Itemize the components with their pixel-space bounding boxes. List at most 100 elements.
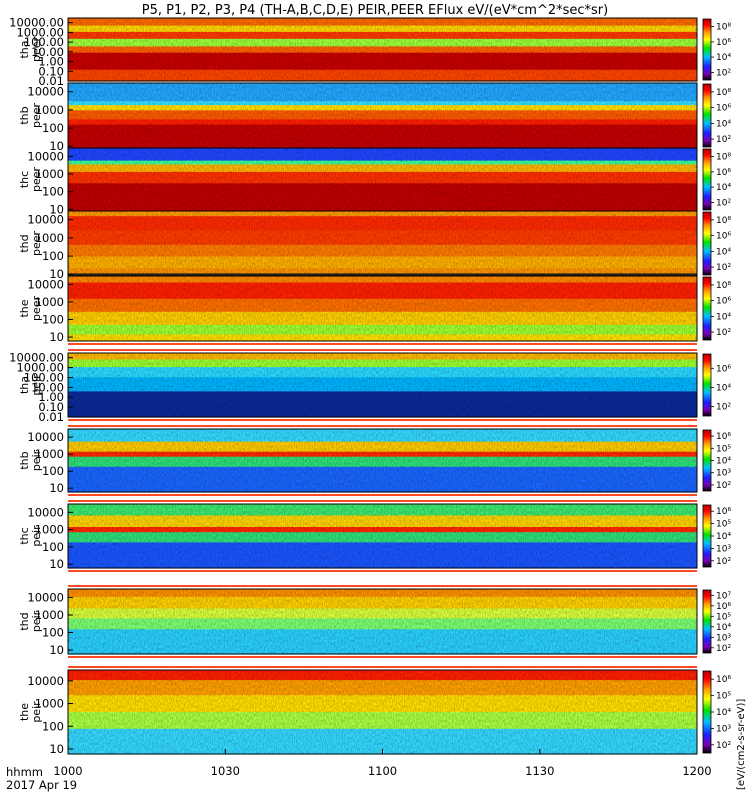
colorbar-tick-label: 10⁶ bbox=[716, 602, 731, 612]
panel-species-label: peer bbox=[30, 231, 43, 257]
y-tick-label: 1.00 bbox=[38, 55, 64, 69]
y-tick-label: 10 bbox=[49, 202, 64, 216]
spectrogram-noise bbox=[68, 589, 697, 654]
y-tick-label: 10000 bbox=[27, 505, 64, 519]
x-tick-label: 1100 bbox=[368, 764, 397, 778]
colorbar-gradient bbox=[702, 18, 712, 81]
colorbar-tick-label: 10³ bbox=[716, 633, 731, 643]
colorbar-tick-label: 10² bbox=[716, 403, 731, 413]
panel-species-label: peer bbox=[30, 167, 43, 193]
y-tick-label: 10000 bbox=[27, 149, 64, 163]
y-tick-label: 100 bbox=[42, 626, 64, 640]
panel-species-label: peir bbox=[30, 449, 43, 471]
y-tick-label: 10 bbox=[49, 481, 64, 495]
panel-frame bbox=[67, 588, 698, 655]
panel-species-label: peer bbox=[30, 296, 43, 322]
colorbar-tick-label: 10⁶ bbox=[716, 168, 731, 178]
y-tick-label: 10 bbox=[49, 330, 64, 344]
y-tick-label: 1000 bbox=[35, 523, 64, 537]
colorbar-thc-peir: 10⁶ 10⁵ 10⁴ 10³ 10² bbox=[702, 504, 731, 568]
panel-separator-gap bbox=[68, 421, 697, 425]
colorbar-tick-label: 10⁸ bbox=[716, 216, 731, 226]
panel-probe-label: thd bbox=[18, 234, 31, 252]
colorbar-thd-peer: 10⁸ 10⁶ 10⁴ 10² bbox=[702, 211, 731, 276]
colorbar-the-peir: 10⁶ 10⁵ 10⁴ 10³ 10² bbox=[702, 670, 731, 754]
y-tick-label: 10000.00 bbox=[9, 351, 64, 365]
y-tick-label: 10 bbox=[49, 643, 64, 657]
colorbar-tick-label: 10⁷ bbox=[716, 591, 731, 601]
spectrogram-noise bbox=[68, 670, 697, 754]
y-tick-label: 1000 bbox=[35, 447, 64, 461]
spectrogram-noise bbox=[68, 211, 697, 276]
colorbar-tha-peer: 10⁸ 10⁶ 10⁴ 10² bbox=[702, 18, 731, 81]
y-tick-label: 10000 bbox=[27, 674, 64, 688]
y-tick-label: 10000 bbox=[27, 277, 64, 291]
colorbar-units-label: [eV/(cm2-s-sr-eV)] bbox=[736, 699, 747, 790]
panel-thd-peer: 10000 1000 100 10 thd peer bbox=[18, 210, 698, 281]
colorbar-tick-label: 10⁶ bbox=[716, 507, 731, 517]
colorbar-thc-peer: 10⁸ 10⁶ 10⁴ 10² bbox=[702, 148, 731, 211]
y-tick-label: 0.01 bbox=[38, 74, 64, 88]
colorbar-tick-label: 10² bbox=[716, 198, 731, 208]
y-tick-label: 10000 bbox=[27, 590, 64, 604]
spectrogram-image bbox=[68, 670, 697, 755]
panel-species-label: peir bbox=[30, 374, 43, 396]
panel-frame bbox=[67, 275, 698, 342]
spectrogram-noise bbox=[68, 353, 697, 417]
colorbar-tick-label: 10² bbox=[716, 135, 731, 145]
figure-title: P5, P1, P2, P3, P4 (TH-A,B,C,D,E) PEIR,P… bbox=[142, 3, 608, 18]
colorbar-tick-label: 10² bbox=[716, 481, 731, 491]
y-tick-label: 10000 bbox=[27, 430, 64, 444]
panel-frame bbox=[67, 352, 698, 418]
spectrogram-image bbox=[68, 18, 697, 82]
panel-probe-label: the bbox=[18, 299, 31, 317]
colorbar-tick-label: 10⁵ bbox=[716, 692, 731, 702]
panel-thd-peir: 10000 1000 100 10 thd peir bbox=[18, 588, 698, 657]
y-tick-label: 100 bbox=[42, 121, 64, 135]
panel-probe-label: tha bbox=[18, 376, 31, 394]
y-tick-label: 1.00 bbox=[38, 390, 64, 404]
panel-probe-label: thb bbox=[18, 451, 31, 469]
spectrogram-image bbox=[68, 83, 697, 149]
colorbar-tick-label: 10³ bbox=[716, 544, 731, 554]
y-tick-label: 0.01 bbox=[38, 410, 64, 424]
colorbar-tick-label: 10⁴ bbox=[716, 708, 731, 718]
panel-the-peer: 10000 1000 100 10 the peer bbox=[18, 275, 698, 344]
colorbar-tick-label: 10² bbox=[716, 328, 731, 338]
colorbar-tick-label: 10⁵ bbox=[716, 520, 731, 530]
x-tick-label: 1130 bbox=[525, 764, 554, 778]
colorbar-tick-label: 10⁴ bbox=[716, 312, 731, 322]
colorbar-tick-label: 10⁴ bbox=[716, 183, 731, 193]
colorbar-tick-label: 10⁶ bbox=[716, 38, 731, 48]
colorbar-gradient bbox=[702, 429, 712, 492]
y-tick-label: 1000.00 bbox=[16, 25, 64, 39]
panel-separator-gap bbox=[68, 496, 697, 500]
panel-probe-label: the bbox=[18, 703, 31, 721]
colorbar-tick-label: 10³ bbox=[716, 469, 731, 479]
y-tick-label: 100.00 bbox=[24, 371, 64, 385]
colorbar-tick-label: 10⁴ bbox=[716, 532, 731, 542]
panel-separator-gap bbox=[68, 658, 697, 666]
spectrogram-image bbox=[68, 148, 697, 212]
colorbar-tick-label: 10⁵ bbox=[716, 444, 731, 454]
colorbar-tick-label: 10⁴ bbox=[716, 119, 731, 129]
y-tick-label: 1000.00 bbox=[16, 361, 64, 375]
colorbar-tick-label: 10² bbox=[716, 644, 731, 654]
panel-thc-peer: 10000 1000 100 10 thc peer bbox=[18, 147, 698, 216]
y-tick-label: 100.00 bbox=[24, 35, 64, 49]
panel-species-label: peir bbox=[30, 701, 43, 723]
colorbar-stack: 10⁸10⁶10⁴10²10⁸10⁶10⁴10²10⁸10⁶10⁴10²10⁸1… bbox=[702, 18, 731, 754]
colorbar-tick-label: 10² bbox=[716, 741, 731, 751]
y-tick-label: 100 bbox=[42, 464, 64, 478]
colorbar-gradient bbox=[702, 276, 712, 341]
colorbar-tick-label: 10² bbox=[716, 68, 731, 78]
colorbar-tick-label: 10⁶ bbox=[716, 675, 731, 685]
y-tick-label: 0.10 bbox=[38, 400, 64, 414]
panel-thc-peir: 10000 1000 100 10 thc peir bbox=[18, 503, 698, 571]
x-tick-labels: 1000 1030 1100 1130 1200 bbox=[53, 749, 712, 778]
colorbar-gradient bbox=[702, 670, 712, 754]
